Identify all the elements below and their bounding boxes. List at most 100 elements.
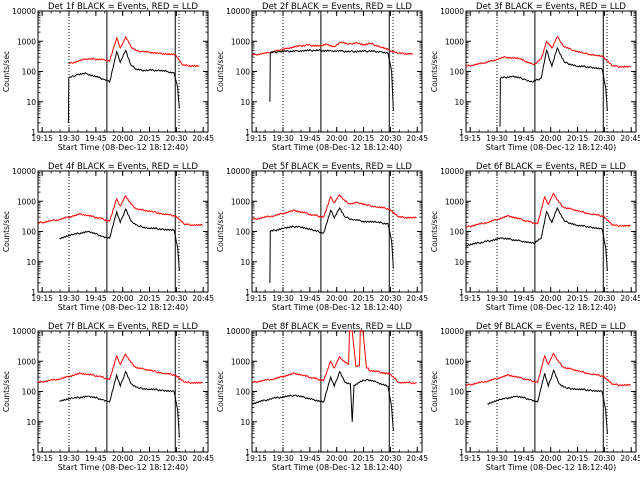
panel-6: Det 6f BLACK = Events, RED = LLD Counts/s… — [430, 162, 640, 312]
x-tick-label: 19:30 — [486, 294, 508, 303]
x-tick-label: 19:30 — [272, 454, 294, 463]
x-tick-label: 19:15 — [31, 134, 53, 143]
plot-frame — [37, 10, 209, 133]
x-tick-label: 19:30 — [486, 454, 508, 463]
y-axis-label: Counts/sec — [216, 211, 225, 252]
x-axis-label: Start Time (08-Dec-12 18:12:40) — [58, 463, 189, 472]
x-tick-label: 20:45 — [192, 134, 214, 143]
y-tick-label: 1 — [245, 288, 250, 297]
events-series-line — [67, 49, 180, 123]
x-tick-label: 20:30 — [594, 134, 616, 143]
x-tick-label: 20:30 — [166, 134, 188, 143]
x-tick-label: 20:45 — [620, 454, 640, 463]
panel-title: Det 1f BLACK = Events, RED = LLD — [48, 2, 198, 12]
x-tick-label: 20:30 — [166, 454, 188, 463]
y-tick-label: 1000 — [445, 37, 464, 46]
x-tick-label: 20:45 — [620, 134, 640, 143]
y-tick-label: 100 — [450, 68, 465, 77]
y-tick-label: 1 — [459, 128, 464, 137]
y-tick-label: 10000 — [12, 7, 36, 16]
x-tick-label: 20:15 — [567, 294, 589, 303]
y-tick-label: 10 — [240, 258, 250, 267]
x-tick-label: 20:15 — [567, 454, 589, 463]
panel-1: Det 1f BLACK = Events, RED = LLD Counts/s… — [2, 2, 214, 152]
y-tick-label: 1000 — [445, 197, 464, 206]
panel-title: Det 6f BLACK = Events, RED = LLD — [476, 162, 626, 172]
events-series-line — [59, 207, 180, 271]
plot-frame — [465, 10, 637, 133]
x-tick-label: 19:15 — [459, 134, 481, 143]
y-tick-label: 1 — [459, 448, 464, 457]
x-tick-label: 19:15 — [31, 454, 53, 463]
y-tick-label: 1 — [31, 128, 36, 137]
x-tick-label: 20:30 — [380, 134, 402, 143]
y-axis-label: Counts/sec — [430, 211, 439, 252]
x-tick-label: 19:45 — [299, 454, 321, 463]
y-tick-label: 1 — [245, 448, 250, 457]
x-tick-label: 19:15 — [245, 134, 267, 143]
y-tick-label: 1000 — [17, 37, 36, 46]
y-axis-label: Counts/sec — [216, 371, 225, 412]
x-tick-label: 19:15 — [31, 294, 53, 303]
x-tick-label: 19:30 — [58, 294, 80, 303]
lld-series-line — [37, 195, 203, 227]
lld-series-line — [251, 41, 414, 56]
x-tick-label: 20:45 — [192, 294, 214, 303]
y-tick-label: 1 — [31, 288, 36, 297]
x-tick-label: 19:15 — [459, 454, 481, 463]
x-tick-label: 20:00 — [112, 454, 134, 463]
y-tick-label: 1 — [245, 128, 250, 137]
x-tick-label: 19:45 — [85, 134, 107, 143]
x-axis-label: Start Time (08-Dec-12 18:12:40) — [58, 143, 189, 152]
x-tick-label: 20:00 — [540, 294, 562, 303]
y-axis-label: Counts/sec — [2, 211, 11, 252]
x-tick-label: 20:30 — [380, 294, 402, 303]
x-tick-label: 20:45 — [406, 454, 428, 463]
y-tick-label: 10 — [454, 418, 464, 427]
lld-series-line — [38, 353, 203, 385]
x-axis-label: Start Time (08-Dec-12 18:12:40) — [58, 303, 189, 312]
x-tick-label: 19:30 — [272, 134, 294, 143]
y-tick-label: 10000 — [12, 327, 36, 336]
y-tick-label: 10 — [240, 418, 250, 427]
y-tick-label: 10000 — [440, 167, 464, 176]
y-tick-label: 100 — [236, 388, 251, 397]
lld-series-line — [465, 36, 631, 69]
y-tick-label: 10 — [26, 98, 36, 107]
y-tick-label: 100 — [22, 228, 37, 237]
y-tick-label: 10000 — [226, 167, 250, 176]
plot-frame — [251, 170, 423, 293]
x-tick-label: 19:30 — [272, 294, 294, 303]
x-tick-label: 19:30 — [58, 454, 80, 463]
x-tick-label: 20:45 — [406, 134, 428, 143]
y-tick-label: 10 — [26, 418, 36, 427]
y-tick-label: 1000 — [17, 357, 36, 366]
x-tick-label: 19:45 — [513, 294, 535, 303]
x-tick-label: 20:30 — [594, 294, 616, 303]
y-tick-label: 10000 — [226, 7, 250, 16]
x-tick-label: 20:15 — [139, 134, 161, 143]
plot-frame — [465, 330, 637, 453]
y-axis-label: Counts/sec — [430, 51, 439, 92]
plot-frame — [37, 170, 209, 293]
x-tick-label: 20:30 — [166, 294, 188, 303]
panel-title: Det 4f BLACK = Events, RED = LLD — [48, 162, 198, 172]
panel-title: Det 3f BLACK = Events, RED = LLD — [476, 2, 626, 12]
panel-title: Det 2f BLACK = Events, RED = LLD — [262, 2, 412, 12]
events-series-line — [487, 369, 608, 434]
x-tick-label: 19:45 — [513, 134, 535, 143]
y-tick-label: 1000 — [231, 37, 250, 46]
panel-7: Det 7f BLACK = Events, RED = LLD Counts/s… — [2, 322, 214, 472]
x-tick-label: 20:15 — [567, 134, 589, 143]
y-tick-label: 100 — [22, 68, 37, 77]
y-tick-label: 100 — [236, 228, 251, 237]
lld-series-line — [252, 329, 417, 385]
x-tick-label: 20:15 — [139, 294, 161, 303]
x-tick-label: 20:30 — [380, 454, 402, 463]
panel-2: Det 2f BLACK = Events, RED = LLD Counts/s… — [216, 2, 428, 152]
x-tick-label: 19:45 — [513, 454, 535, 463]
panel-3: Det 3f BLACK = Events, RED = LLD Counts/s… — [430, 2, 640, 152]
panel-title: Det 7f BLACK = Events, RED = LLD — [48, 322, 198, 332]
plot-frame — [251, 10, 423, 133]
y-tick-label: 1000 — [231, 197, 250, 206]
